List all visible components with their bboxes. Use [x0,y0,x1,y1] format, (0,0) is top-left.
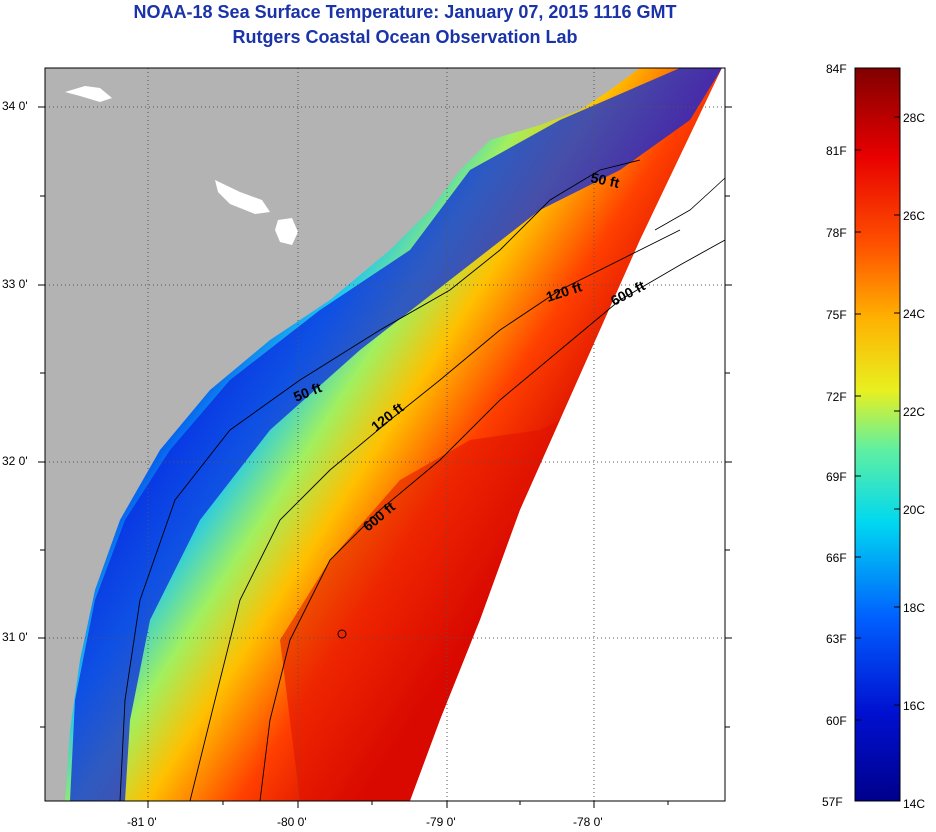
colorbar-c-24: 24C [903,307,926,321]
colorbar-c-18: 18C [903,601,926,615]
contour-ring [337,629,347,639]
lake-nc [65,86,112,102]
contour-label-50ft-north: 50 ft [589,169,621,191]
contour-120ft-line [189,229,681,801]
colorbar-c-20: 20C [903,503,926,517]
colorbar-f-72: 72F [826,390,847,404]
lat-label-31: 31 0' [2,630,28,644]
lon-label-79: -79 0' [426,815,456,829]
colorbar-f-84: 84F [826,62,847,76]
lake-marion [215,180,270,214]
warm-core [280,420,560,801]
lon-label-78: -78 0' [573,815,603,829]
nearshore-cold-band [70,68,722,801]
colorbar-scale [855,68,900,801]
lat-label-34: 34 0' [2,99,28,113]
no-data-area [410,68,725,801]
lake-moultrie [275,218,298,245]
colorbar-f-57: 57F [822,795,843,809]
lon-label-81: -81 0' [127,815,157,829]
coastline-offswath [654,177,725,231]
grid-lines [45,68,725,801]
axis-ticks [38,106,732,808]
colorbar-border [854,67,901,802]
colorbar-f-60: 60F [826,714,847,728]
colorbar-f-66: 66F [826,551,847,565]
colorbar-ticks [855,116,900,721]
map-subtitle: Rutgers Coastal Ocean Observation Lab [232,27,578,47]
colorbar-f-78: 78F [826,226,847,240]
lon-label-80: -80 0' [277,815,307,829]
contour-50ft-line [119,159,641,801]
lat-label-33: 33 0' [2,277,28,291]
colorbar-c-14: 14C [903,797,926,811]
colorbar-f-75: 75F [826,308,847,322]
map-border [44,67,726,802]
colorbar-f-63: 63F [826,632,847,646]
colorbar-c-16: 16C [903,699,926,713]
colorbar-c-22: 22C [903,405,926,419]
colorbar-c-28: 28C [903,111,926,125]
map-title: NOAA-18 Sea Surface Temperature: January… [133,2,677,22]
lat-label-32: 32 0' [2,454,28,468]
colorbar-f-69: 69F [826,470,847,484]
colorbar-c-26: 26C [903,209,926,223]
contour-600ft-line [259,239,725,801]
colorbar-f-81: 81F [826,144,847,158]
land [45,68,640,801]
